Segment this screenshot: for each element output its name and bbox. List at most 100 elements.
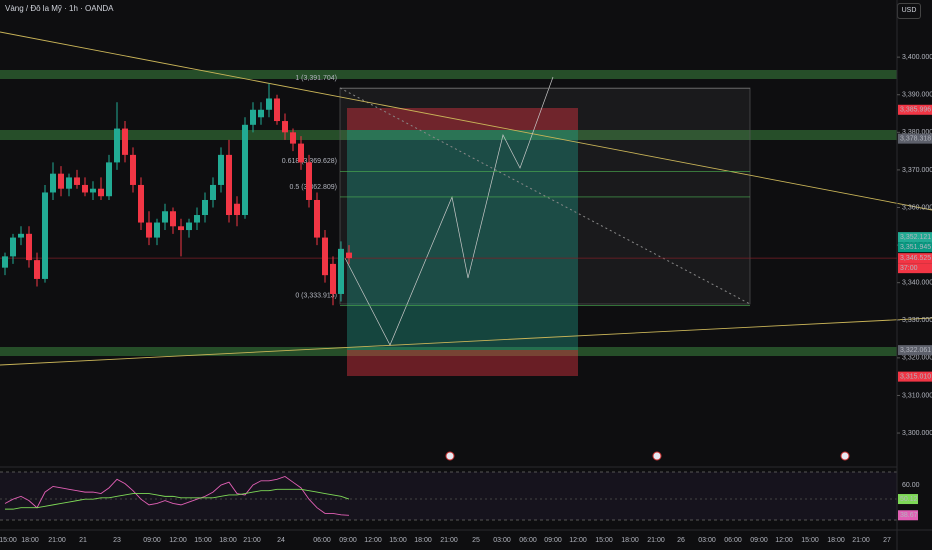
candle-body xyxy=(138,184,144,223)
countdown-bg xyxy=(898,263,932,274)
candle-body xyxy=(330,263,336,294)
x-tick-label: 18:00 xyxy=(827,537,845,544)
event-icon[interactable] xyxy=(840,451,850,461)
x-tick-label: 09:00 xyxy=(544,537,562,544)
rsi-line xyxy=(4,476,350,516)
event-icon[interactable] xyxy=(445,451,455,461)
symbol-title: Vàng / Đô la Mỹ · 1h · OANDA xyxy=(5,4,114,13)
value-tag-label: 38.67 xyxy=(900,512,918,519)
candle-body xyxy=(26,233,32,261)
y-tick-label: 3,370.000 xyxy=(902,167,932,174)
candle-body xyxy=(50,173,56,193)
candle-body xyxy=(98,188,104,197)
candle-body xyxy=(274,98,280,122)
x-tick-label: 21 xyxy=(79,537,87,544)
candle-body xyxy=(226,154,232,216)
rsi-band xyxy=(0,472,897,520)
x-tick-label: 12:00 xyxy=(169,537,187,544)
x-tick-label: 21:00 xyxy=(243,537,261,544)
price-tag xyxy=(898,133,932,144)
x-tick-label: 25 xyxy=(472,537,480,544)
y-tick-label: 60.00 xyxy=(902,482,920,489)
candle-body xyxy=(82,184,88,193)
candle-body xyxy=(18,233,24,238)
rsi-line xyxy=(5,488,350,510)
x-tick-label: 23 xyxy=(113,537,121,544)
price-tag-label: 3,378.318 xyxy=(900,135,931,142)
x-tick-label: 18:00 xyxy=(219,537,237,544)
candle-body xyxy=(266,98,272,110)
x-tick-label: 27 xyxy=(883,537,891,544)
y-tick-label: 3,380.000 xyxy=(902,129,932,136)
candle-body xyxy=(210,184,216,200)
price-tag-label: 3,346.525 xyxy=(900,255,931,262)
price-tag xyxy=(898,104,932,115)
x-tick-label: 09:00 xyxy=(339,537,357,544)
candle-body xyxy=(234,203,240,216)
candle-body xyxy=(114,128,120,163)
y-tick-label: 3,340.000 xyxy=(902,280,932,287)
event-icon[interactable] xyxy=(652,451,662,461)
y-tick-label: 3,360.000 xyxy=(902,204,932,211)
price-tag xyxy=(898,371,932,382)
x-tick-label: 03:00 xyxy=(698,537,716,544)
candle-body xyxy=(202,199,208,216)
x-tick-label: 21:00 xyxy=(852,537,870,544)
candle-body xyxy=(90,188,96,193)
candle-body xyxy=(298,143,304,163)
price-tag xyxy=(898,242,932,253)
price-tag xyxy=(898,232,932,243)
candle-body xyxy=(306,162,312,200)
candle-body xyxy=(42,192,48,279)
candle-body xyxy=(106,162,112,197)
price-tag-label: 3,322.061 xyxy=(900,347,931,354)
x-tick-label: 15:00 xyxy=(194,537,212,544)
candle-body xyxy=(10,237,16,257)
trendline xyxy=(0,31,932,211)
position-zone xyxy=(347,350,578,376)
x-tick-label: 21:00 xyxy=(48,537,66,544)
x-tick-label: 12:00 xyxy=(775,537,793,544)
candle-body xyxy=(58,173,64,189)
x-tick-label: 12:00 xyxy=(364,537,382,544)
x-tick-label: 09:00 xyxy=(750,537,768,544)
countdown: 37:00 xyxy=(900,265,918,272)
zone xyxy=(0,130,897,140)
price-tag-label: 3,351.945 xyxy=(900,244,931,251)
x-tick-label: 15:00 xyxy=(0,537,17,544)
trend-dotted xyxy=(339,87,751,305)
candle-body xyxy=(66,177,72,189)
candle-body xyxy=(154,222,160,238)
zone xyxy=(0,70,897,79)
candle-body xyxy=(346,252,352,259)
candle-body xyxy=(146,222,152,238)
x-tick-label: 18:00 xyxy=(21,537,39,544)
y-tick-label: 3,400.000 xyxy=(902,54,932,61)
candle-body xyxy=(258,109,264,118)
fib-label: 1 (3,391.704) xyxy=(295,75,337,82)
candle-body xyxy=(242,124,248,216)
x-tick-label: 06:00 xyxy=(313,537,331,544)
candle-body xyxy=(282,121,288,133)
x-tick-label: 12:00 xyxy=(569,537,587,544)
candle-body xyxy=(170,211,176,227)
x-tick-label: 06:00 xyxy=(519,537,537,544)
candle-body xyxy=(34,260,40,279)
candle-body xyxy=(338,248,344,294)
trendline xyxy=(0,317,932,366)
candle-body xyxy=(186,222,192,231)
position-zone xyxy=(347,108,578,130)
candle-body xyxy=(178,226,184,231)
x-tick-label: 24 xyxy=(277,537,285,544)
candle-body xyxy=(218,154,224,185)
x-tick-label: 18:00 xyxy=(621,537,639,544)
x-tick-label: 26 xyxy=(677,537,685,544)
price-tag-label: 3,315.010 xyxy=(900,373,931,380)
price-tag xyxy=(898,345,932,356)
value-tag xyxy=(898,510,918,521)
price-tag xyxy=(898,253,932,264)
x-tick-label: 15:00 xyxy=(801,537,819,544)
